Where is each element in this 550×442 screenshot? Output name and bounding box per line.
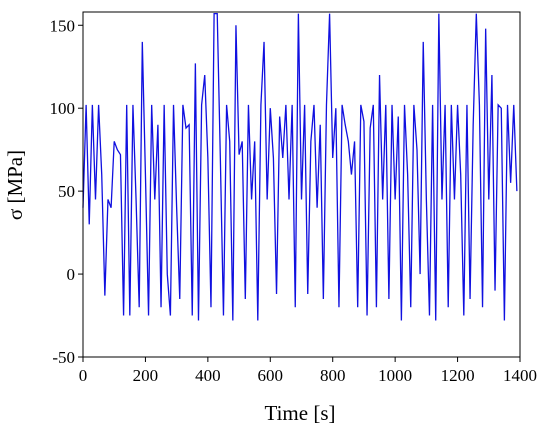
y-tick-label: 150 (50, 16, 76, 35)
x-tick-label: 200 (133, 366, 159, 385)
x-tick-label: 1200 (441, 366, 475, 385)
y-tick-label: 0 (67, 265, 76, 284)
x-axis-label: Time [s] (265, 401, 336, 425)
y-tick-label: -50 (52, 348, 75, 367)
x-tick-label: 800 (320, 366, 346, 385)
x-tick-label: 1000 (378, 366, 412, 385)
x-tick-label: 1400 (503, 366, 537, 385)
data-line (82, 13, 518, 321)
y-tick-label: 100 (50, 99, 76, 118)
x-tick-label: 400 (195, 366, 221, 385)
y-tick-label: 50 (58, 182, 75, 201)
x-tick-label: 600 (258, 366, 284, 385)
x-tick-label: 0 (79, 366, 88, 385)
plot-frame (82, 11, 521, 358)
y-axis-label: σ [MPa] (3, 150, 27, 220)
